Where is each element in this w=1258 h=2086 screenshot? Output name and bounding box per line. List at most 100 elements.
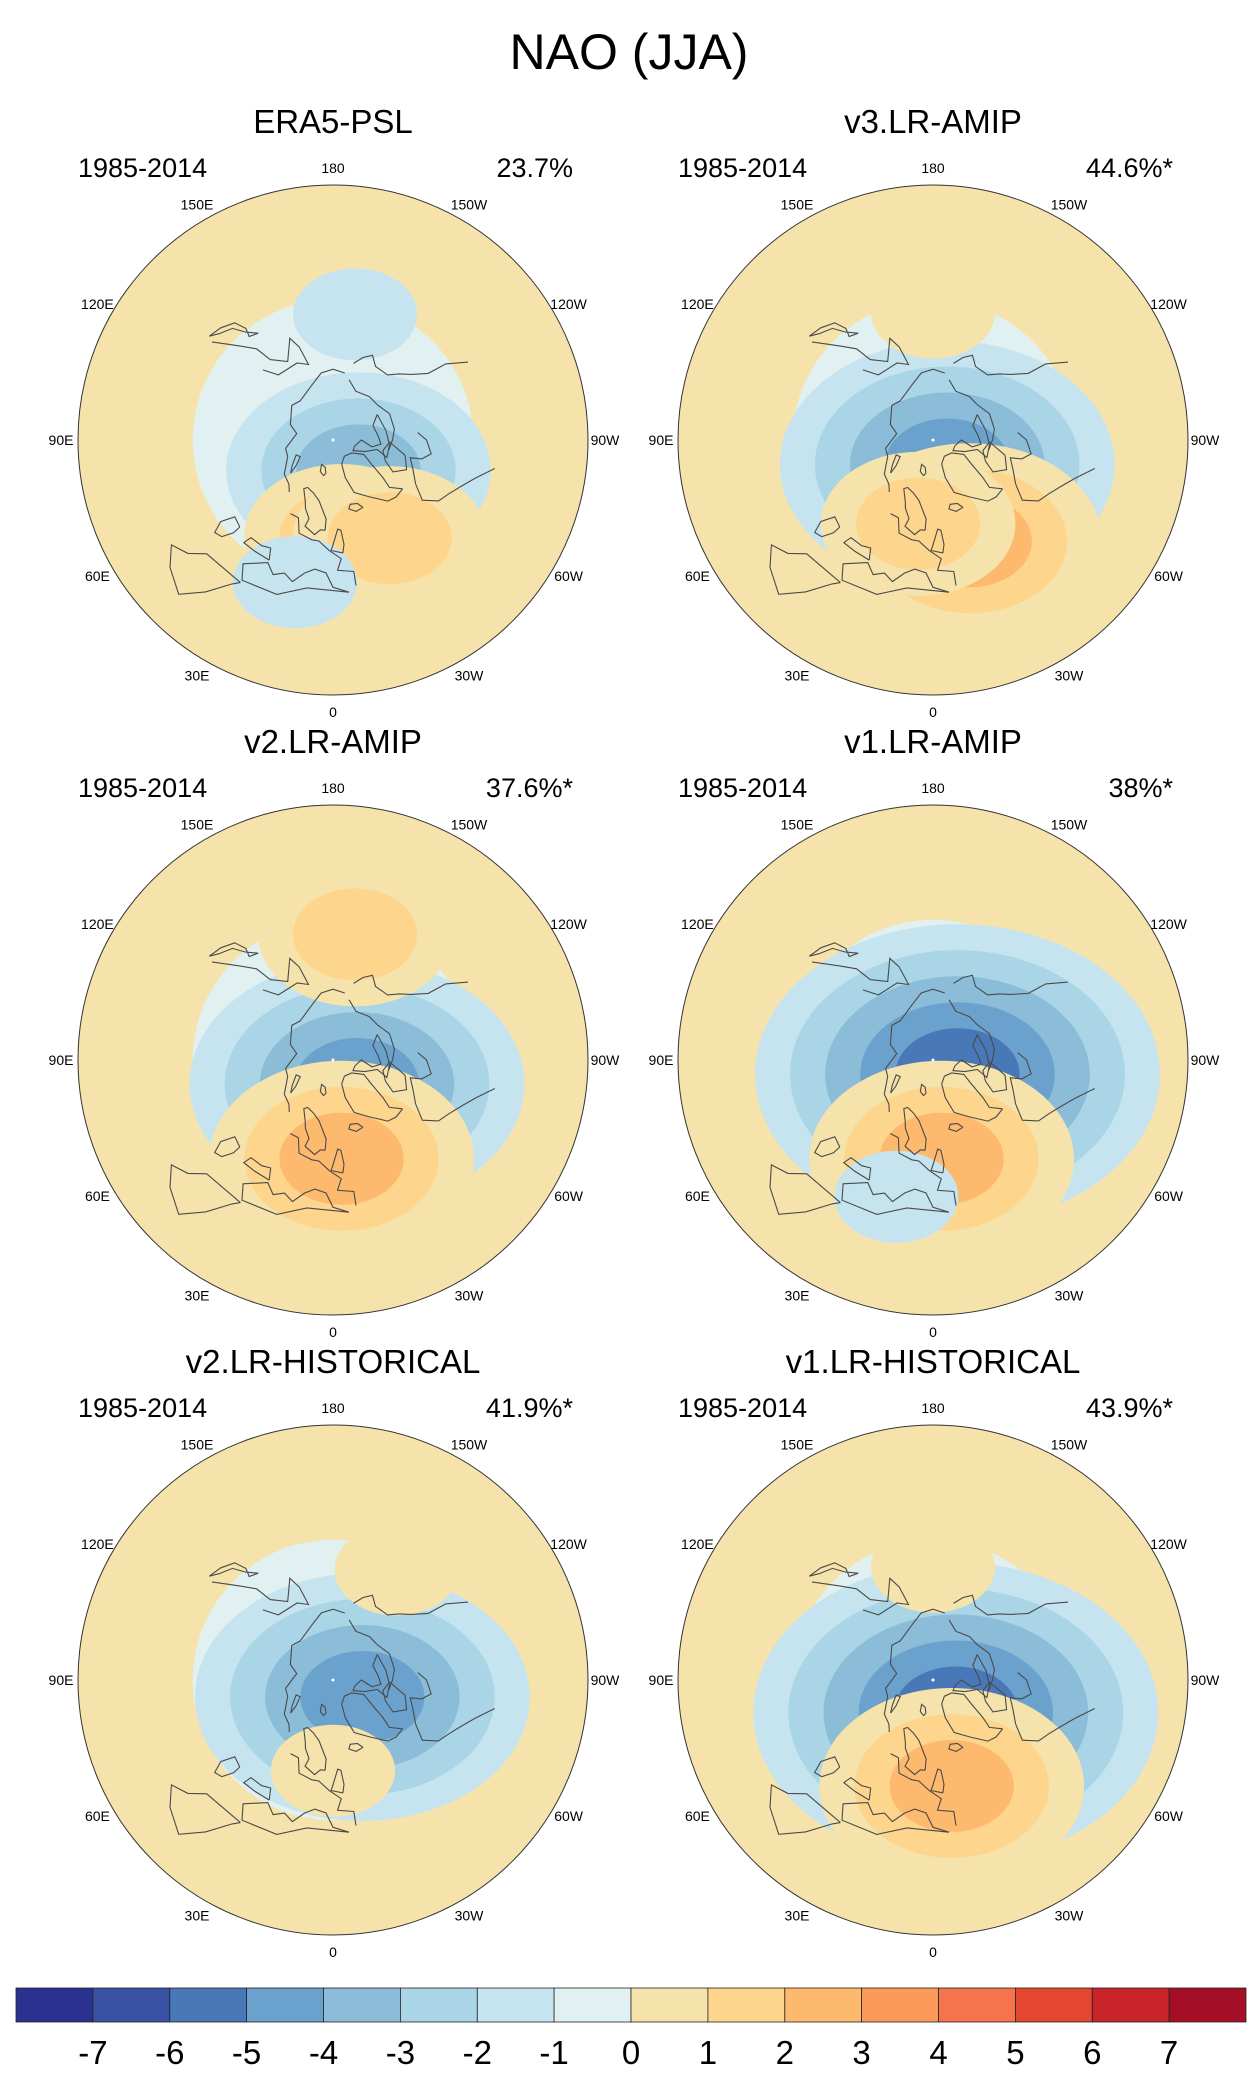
longitude-label: 150E [781,196,814,212]
map-border [677,804,1189,1316]
coastline [808,322,859,338]
coastline [290,1133,357,1206]
panel-title: v1.LR-AMIP [844,723,1022,760]
longitude-label: 60E [685,1808,710,1824]
longitude-label: 30E [785,668,810,684]
map-panels: 180 150E 120E 90E 60E 30E 0 30W 60W 90W 120W 150W ER… [49,103,1221,1960]
coastline [941,1692,1004,1742]
coastline [948,1742,964,1753]
panel-title: v2.LR-HISTORICAL [186,1343,481,1380]
longitude-label: 120E [81,296,114,312]
colorbar-tick-label: 2 [776,2034,794,2071]
coastline [808,942,859,958]
longitude-label: 60E [685,1188,710,1204]
coastline [930,1148,945,1174]
coastline [890,1133,957,1206]
map-field [78,805,588,1315]
coastline [813,1756,841,1778]
map-border [677,184,1189,696]
coastline [769,1784,841,1835]
longitude-label: 60W [554,568,584,584]
longitude-label: 120E [681,916,714,932]
coastline [283,1608,345,1733]
colorbar-swatch [169,1987,248,2023]
pole-marker [931,1058,935,1062]
coastline [409,432,496,502]
longitude-label: 180 [321,160,345,176]
coastline [1009,1672,1096,1742]
coastline [919,1083,927,1097]
longitude-label: 0 [329,1324,337,1340]
coastline [208,1562,259,1578]
coastline [903,486,927,536]
colorbar-tick-label: 4 [929,2034,947,2071]
coastline [842,1777,872,1801]
coastline [169,544,241,595]
panel-period: 1985-2014 [678,153,807,183]
coastline [941,452,1004,502]
panel-period: 1985-2014 [78,153,207,183]
colorbar-swatch [246,1987,324,2023]
coastline [841,1802,950,1835]
colorbar-swatch [938,1987,1016,2023]
coastline [319,1703,327,1717]
longitude-label: 30W [455,1288,485,1304]
longitude-label: 150E [181,816,214,832]
longitude-label: 90W [1191,1052,1221,1068]
map-panel-1: 180 150E 120E 90E 60E 30E 0 30W 60W 90W 120W 150W ER… [49,103,621,720]
coastline [352,1034,391,1079]
coastline [382,1681,408,1713]
colorbar-swatch [15,1987,94,2023]
coastline [842,1157,872,1181]
pole-marker [931,438,935,442]
anomaly-contour [279,1112,404,1205]
pole-marker [331,438,335,442]
coastline [303,1106,327,1156]
longitude-label: 90W [591,1672,621,1688]
colorbar-swatch [399,1987,478,2023]
coastline [982,441,1008,473]
coastline [941,1072,1004,1122]
coastline [409,1052,496,1122]
colorbar-swatch [707,1987,786,2023]
coastline [883,1608,945,1733]
longitude-label: 150W [451,1436,488,1452]
colorbar-swatch [1015,1987,1093,2023]
coastline [242,1157,272,1181]
coastline [841,562,950,595]
longitude-label: 0 [929,704,937,720]
longitude-label: 180 [921,160,945,176]
anomaly-contour [293,268,418,361]
anomaly-contour [870,1520,996,1613]
coastline [352,414,391,459]
coastline [341,452,404,502]
coastline [352,1654,391,1699]
longitude-label: 120E [81,916,114,932]
map-panel-6: 180 150E 120E 90E 60E 30E 0 30W 60W 90W 120W 150W v1… [649,1343,1221,1960]
longitude-label: 30W [1055,1908,1085,1924]
coastline [1009,432,1096,502]
longitude-label: 60W [1154,568,1184,584]
pole-marker [931,1678,935,1682]
longitude-label: 30W [455,668,485,684]
coastline [290,1074,301,1094]
map-panel-5: 180 150E 120E 90E 60E 30E 0 30W 60W 90W 120W 150W v2… [49,1343,621,1960]
coastline [813,1136,841,1158]
longitude-label: 30E [185,1288,210,1304]
panel-variance: 23.7% [496,153,573,183]
coastline [330,1768,345,1794]
coastline [319,463,327,477]
coastline [319,1083,327,1097]
longitude-label: 60W [1154,1808,1184,1824]
coastline [982,1061,1008,1093]
longitude-label: 120W [550,916,587,932]
map-field [678,185,1188,695]
pole-marker [331,1058,335,1062]
map-border [77,804,589,1316]
colorbar-tick-label: 7 [1160,2034,1178,2071]
coastline [283,368,345,493]
colorbar-tick-label: -7 [78,2034,107,2071]
panel-period: 1985-2014 [678,773,807,803]
longitude-label: 120W [1150,296,1187,312]
